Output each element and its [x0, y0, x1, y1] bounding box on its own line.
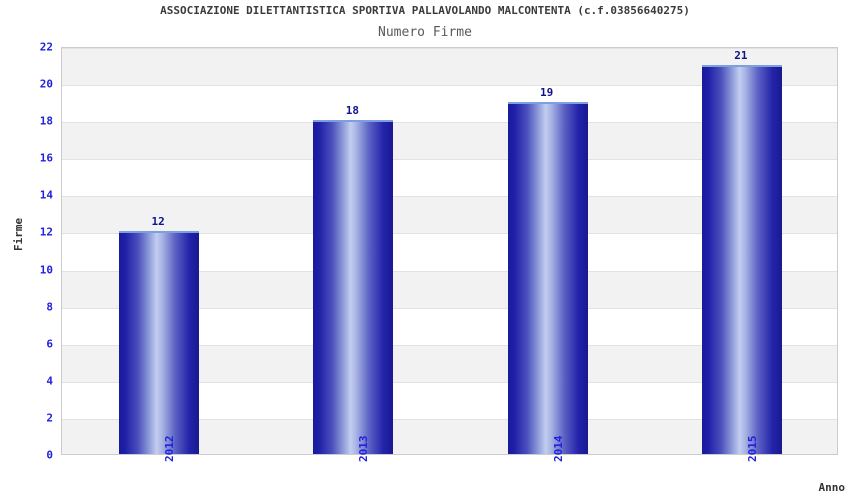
chart-title: ASSOCIAZIONE DILETTANTISTICA SPORTIVA PA…: [160, 4, 690, 17]
y-axis-title: Firme: [12, 217, 25, 251]
y-tick-label: 8: [46, 300, 53, 314]
y-tick-label: 10: [39, 263, 53, 277]
y-tick-label: 2: [46, 411, 53, 425]
y-tick-label: 20: [39, 77, 53, 91]
bar[interactable]: [701, 64, 782, 454]
x-tick-label: 2012: [163, 435, 177, 463]
y-tick-label: 12: [39, 225, 53, 239]
y-tick-label: 16: [39, 151, 53, 165]
bar[interactable]: [313, 120, 394, 454]
gridline: [62, 159, 837, 161]
y-tick-label: 6: [46, 337, 53, 351]
x-axis-title: Anno: [818, 481, 846, 494]
bar-value-label: 21: [734, 48, 748, 62]
y-tick-label: 22: [39, 40, 53, 54]
x-tick-label: 2015: [745, 435, 759, 463]
bar[interactable]: [507, 101, 588, 454]
gridline: [62, 381, 837, 383]
bar-value-label: 18: [345, 104, 359, 118]
chart-subtitle: Numero Firme: [378, 25, 472, 40]
x-tick-label: 2013: [357, 435, 371, 463]
y-tick-label: 0: [46, 448, 53, 462]
gridline: [62, 48, 837, 49]
x-tick-label: 2014: [551, 435, 565, 463]
y-tick-label: 18: [39, 114, 53, 128]
gridline: [62, 344, 837, 346]
gridline: [62, 270, 837, 272]
bar-value-label: 19: [540, 85, 554, 99]
gridline: [62, 85, 837, 87]
bar-value-label: 12: [151, 215, 165, 229]
y-tick-label: 4: [46, 374, 53, 388]
gridline: [62, 307, 837, 309]
plot-area: [61, 47, 838, 455]
gridline: [62, 122, 837, 124]
bar[interactable]: [119, 231, 200, 454]
y-tick-label: 14: [39, 188, 53, 202]
gridline: [62, 418, 837, 420]
gridline: [62, 233, 837, 235]
gridline: [62, 196, 837, 198]
